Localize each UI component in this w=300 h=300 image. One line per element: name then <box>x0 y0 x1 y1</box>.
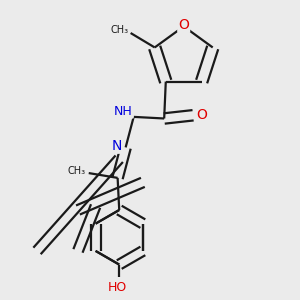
Text: O: O <box>178 18 189 32</box>
Text: N: N <box>112 139 122 153</box>
Text: NH: NH <box>114 105 133 118</box>
Text: HO: HO <box>108 281 127 294</box>
Text: CH₃: CH₃ <box>68 166 85 176</box>
Text: CH₃: CH₃ <box>110 26 128 35</box>
Text: O: O <box>196 108 208 122</box>
